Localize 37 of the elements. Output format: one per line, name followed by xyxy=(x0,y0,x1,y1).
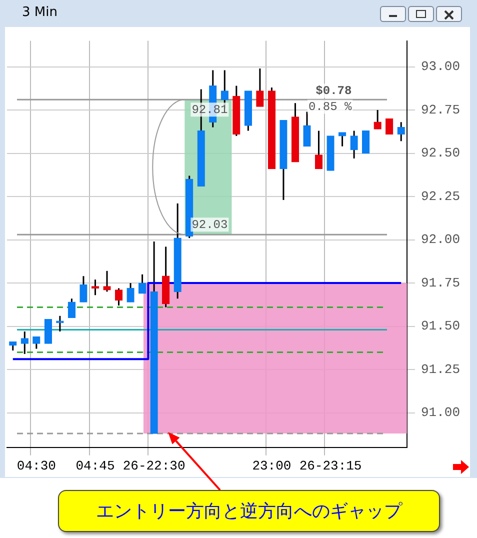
candlestick xyxy=(103,270,111,292)
candlestick xyxy=(68,298,76,318)
candlestick xyxy=(32,336,40,350)
candlestick xyxy=(20,330,28,355)
annotation: 92.81 xyxy=(192,102,228,117)
candlestick xyxy=(397,121,405,142)
annotation: $0.78 xyxy=(316,84,352,98)
y-tick-label: 91.00 xyxy=(420,405,460,420)
candlestick xyxy=(374,109,382,130)
y-tick-label: 92.75 xyxy=(420,102,460,118)
annotation: 0.85 % xyxy=(308,100,352,114)
y-tick-label: 92.50 xyxy=(420,146,460,161)
text: エントリー方向と逆方向へのギャップ xyxy=(96,500,402,523)
annotation: 92.03 xyxy=(192,218,228,232)
candlestick xyxy=(256,68,264,108)
candlestick xyxy=(303,110,311,148)
chart-title: 3 Min xyxy=(22,5,58,20)
y-tick-label: 93.00 xyxy=(420,59,460,74)
y-tick-label: 91.75 xyxy=(420,275,460,290)
x-tick-label: 26-22:30 xyxy=(122,458,186,474)
candlestick xyxy=(362,130,370,154)
candlestick xyxy=(350,130,358,160)
candlestick xyxy=(138,274,146,294)
candlestick xyxy=(338,132,346,148)
y-tick-label: 91.25 xyxy=(420,362,460,377)
x-tick-label: 04:30 xyxy=(16,458,56,474)
candlestick xyxy=(314,130,323,170)
candlestick xyxy=(386,118,394,135)
candlestick xyxy=(126,282,134,303)
x-tick-label: 26-23:15 xyxy=(299,458,362,474)
y-tick-label: 91.50 xyxy=(420,318,460,334)
y-tick-label: 92.25 xyxy=(420,188,460,204)
y-tick-label: 92.00 xyxy=(420,232,460,248)
candlestick xyxy=(56,315,64,332)
x-tick-label: 04:45 xyxy=(76,458,115,474)
x-tick-label: 23:00 xyxy=(252,458,292,474)
candlestick xyxy=(80,275,88,303)
